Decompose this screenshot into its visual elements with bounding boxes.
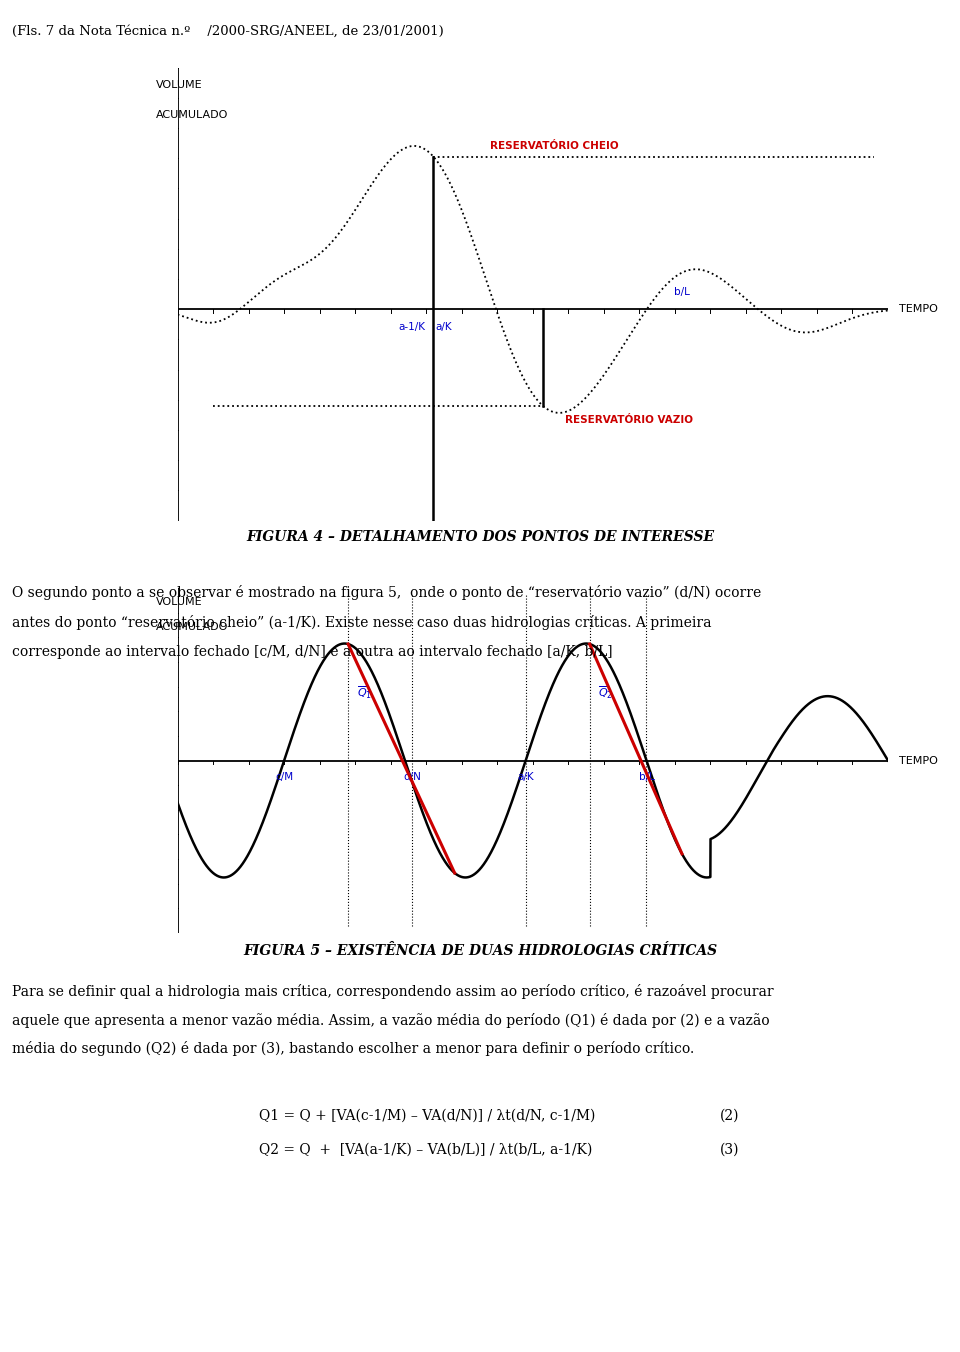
Text: a/K: a/K: [436, 322, 452, 333]
Text: Para se definir qual a hidrologia mais crítica, correspondendo assim ao período : Para se definir qual a hidrologia mais c…: [12, 984, 773, 999]
Text: FIGURA 4 – DETALHAMENTO DOS PONTOS DE INTERESSE: FIGURA 4 – DETALHAMENTO DOS PONTOS DE IN…: [246, 530, 714, 544]
Text: b/L: b/L: [638, 772, 655, 781]
Text: ACUMULADO: ACUMULADO: [156, 110, 228, 120]
Text: TEMPO: TEMPO: [899, 756, 938, 765]
Text: O segundo ponto a se observar é mostrado na figura 5,  onde o ponto de “reservat: O segundo ponto a se observar é mostrado…: [12, 585, 760, 600]
Text: TEMPO: TEMPO: [899, 304, 938, 314]
Text: c/M: c/M: [276, 772, 293, 781]
Text: (Fls. 7 da Nota Técnica n.º    /2000-SRG/ANEEL, de 23/01/2001): (Fls. 7 da Nota Técnica n.º /2000-SRG/AN…: [12, 24, 444, 38]
Text: (3): (3): [720, 1142, 739, 1156]
Text: antes do ponto “reservatório cheio” (a-1/K). Existe nesse caso duas hidrologias : antes do ponto “reservatório cheio” (a-1…: [12, 615, 711, 630]
Text: b/L: b/L: [674, 287, 690, 297]
Text: $\overline{Q}_2$: $\overline{Q}_2$: [598, 684, 613, 702]
Text: VOLUME: VOLUME: [156, 80, 203, 89]
Text: VOLUME: VOLUME: [156, 598, 203, 607]
Text: $\overline{Q}_1$: $\overline{Q}_1$: [356, 684, 372, 702]
Text: aquele que apresenta a menor vazão média. Assim, a vazão média do período (Q1) é: aquele que apresenta a menor vazão média…: [12, 1013, 769, 1028]
Text: a/K: a/K: [517, 772, 534, 781]
Text: ACUMULADO: ACUMULADO: [156, 622, 228, 631]
Text: d/N: d/N: [403, 772, 421, 781]
Text: RESERVATÓRIO CHEIO: RESERVATÓRIO CHEIO: [491, 141, 619, 150]
Text: média do segundo (Q2) é dada por (3), bastando escolher a menor para definir o p: média do segundo (Q2) é dada por (3), ba…: [12, 1041, 694, 1056]
Text: FIGURA 5 – EXISTÊNCIA DE DUAS HIDROLOGIAS CRÍTICAS: FIGURA 5 – EXISTÊNCIA DE DUAS HIDROLOGIA…: [243, 944, 717, 957]
Text: a-1/K: a-1/K: [398, 322, 425, 333]
Text: Q1 = Q + [VA(c-1/M) – VA(d/N)] / λt(d/N, c-1/M): Q1 = Q + [VA(c-1/M) – VA(d/N)] / λt(d/N,…: [259, 1109, 595, 1122]
Text: RESERVATÓRIO VAZIO: RESERVATÓRIO VAZIO: [564, 415, 693, 426]
Text: (2): (2): [720, 1109, 739, 1122]
Text: corresponde ao intervalo fechado [c/M, d/N] e a outra ao intervalo fechado [a/K,: corresponde ao intervalo fechado [c/M, d…: [12, 645, 612, 658]
Text: Q2 = Q  +  [VA(a-1/K) – VA(b/L)] / λt(b/L, a-1/K): Q2 = Q + [VA(a-1/K) – VA(b/L)] / λt(b/L,…: [259, 1142, 592, 1156]
